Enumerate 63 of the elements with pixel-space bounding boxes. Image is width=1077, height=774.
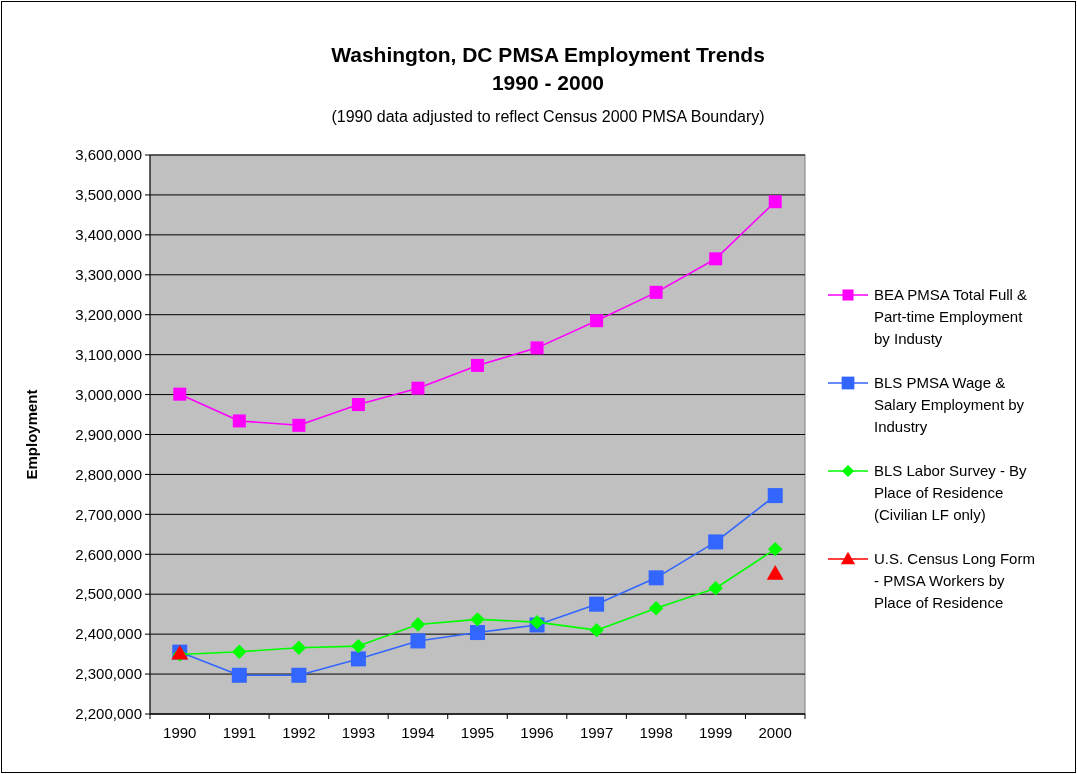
point [768, 195, 782, 209]
point [708, 581, 723, 596]
x-tick-label: 1997 [579, 724, 614, 741]
x-tick-label: 1996 [520, 724, 554, 741]
x-tick-label: 1999 [698, 724, 733, 741]
legend-label: BLS PMSA Wage & Salary Employment by Industry [874, 374, 1025, 436]
point [291, 640, 307, 655]
y-tick-label: 2,200,000 [75, 705, 142, 723]
chart-subtitle: (1990 data adjusted to reflect Census 2000 PMSA Boundary) [331, 108, 765, 125]
point [767, 488, 783, 504]
point [708, 534, 724, 550]
y-tick-label: 2,400,000 [75, 625, 142, 643]
x-tick-label: 1993 [341, 724, 376, 741]
y-tick-label: 2,700,000 [75, 505, 142, 523]
y-tick-label: 2,500,000 [75, 585, 142, 603]
x-tick-label: 1995 [460, 724, 495, 741]
point [351, 398, 365, 412]
point [232, 644, 247, 659]
point [232, 414, 246, 428]
point [350, 651, 366, 667]
point [589, 596, 605, 612]
y-tick-label: 3,100,000 [75, 345, 142, 363]
x-tick-label: 1990 [163, 724, 197, 741]
point [766, 565, 784, 580]
point [292, 418, 306, 432]
y-tick-label: 2,900,000 [75, 425, 142, 443]
point [411, 381, 425, 395]
x-tick-label: 1992 [282, 724, 316, 741]
point [471, 358, 484, 372]
y-tick-label: 3,200,000 [75, 305, 142, 323]
y-tick-label: 2,600,000 [75, 545, 142, 563]
legend-label: BLS Labor Survey - By Place of Residence (Civilian LF only) [874, 462, 1028, 524]
point [351, 638, 366, 654]
y-tick-label: 3,600,000 [75, 146, 142, 164]
point [530, 341, 544, 355]
legend-label: BEA PMSA Total Full & Part-time Employment by Industy [874, 286, 1028, 348]
x-tick-label: 1991 [222, 724, 257, 741]
y-axis-title: Employment [23, 389, 40, 480]
x-tick-label: 1994 [401, 724, 435, 741]
y-tick-label: 2,800,000 [75, 465, 142, 483]
legend-label: U.S. Census Long Form - PMSA Workers by Place of Residence [874, 550, 1035, 612]
y-tick-label: 3,300,000 [75, 266, 142, 284]
x-tick-label: 1998 [639, 724, 673, 741]
point [470, 612, 485, 627]
point [410, 617, 426, 632]
x-tick-label: 2000 [758, 724, 792, 741]
point [410, 633, 426, 649]
point [648, 570, 664, 586]
point [768, 541, 783, 557]
point [470, 625, 485, 641]
point [649, 285, 663, 299]
y-tick-label: 3,400,000 [75, 226, 142, 244]
point [173, 387, 187, 401]
point [291, 667, 307, 683]
point [231, 667, 247, 683]
point [648, 600, 664, 616]
point [589, 622, 604, 638]
y-tick-label: 3,500,000 [75, 186, 142, 204]
chart-title: Washington, DC PMSA Employment Trends 1990 - 2000 [331, 43, 765, 94]
point [709, 252, 723, 266]
point [590, 314, 604, 328]
y-tick-label: 3,000,000 [75, 385, 142, 403]
y-tick-label: 2,300,000 [75, 665, 142, 683]
